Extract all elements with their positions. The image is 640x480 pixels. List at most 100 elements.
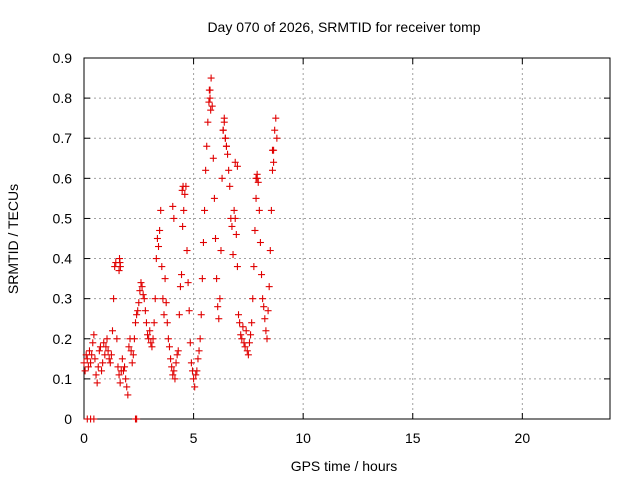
data-point [215, 315, 223, 323]
data-point [198, 275, 206, 283]
data-point [184, 279, 192, 287]
data-point [158, 263, 166, 271]
data-point [179, 182, 187, 190]
data-point [229, 251, 237, 259]
data-point [85, 347, 93, 355]
data-point [122, 375, 130, 383]
data-point [140, 295, 148, 303]
data-point [121, 363, 129, 371]
data-point [187, 359, 195, 367]
data-point [268, 146, 276, 154]
data-point [118, 355, 126, 363]
axis-ticks: 0 5 10 15 20 0 0.1 0.2 0.3 0.4 0.5 0.6 0.7 0.8 0.9 [53, 50, 610, 446]
data-point [123, 383, 131, 391]
data-point [138, 283, 146, 291]
data-point [247, 331, 255, 339]
data-point [100, 339, 108, 347]
data-point [150, 319, 158, 327]
data-point [95, 347, 103, 355]
grid-lines [84, 58, 610, 419]
data-point [237, 331, 245, 339]
data-point [99, 359, 107, 367]
data-point [231, 158, 239, 166]
data-point [80, 359, 88, 367]
data-point [204, 118, 212, 126]
data-point [208, 102, 216, 110]
y-tick-label: 0.1 [53, 371, 73, 387]
data-point [194, 355, 202, 363]
plot-frame [83, 57, 611, 420]
y-tick-label: 0.5 [53, 210, 73, 226]
data-point [256, 239, 264, 247]
data-point [84, 363, 92, 371]
data-point [113, 335, 121, 343]
data-point [201, 206, 209, 214]
data-point [209, 154, 217, 162]
x-axis-label: GPS time / hours [291, 458, 398, 474]
data-points [80, 74, 281, 423]
data-point [260, 303, 268, 311]
data-point [172, 359, 180, 367]
data-point [155, 243, 163, 251]
data-point [81, 367, 89, 375]
data-point [231, 214, 239, 222]
data-point [116, 263, 124, 271]
data-point [210, 194, 218, 202]
y-tick-label: 0.8 [53, 90, 73, 106]
data-point [258, 271, 266, 279]
data-point [191, 383, 199, 391]
data-point [157, 206, 165, 214]
data-point [206, 94, 214, 102]
data-point [103, 335, 111, 343]
data-point [125, 343, 133, 351]
data-point [179, 222, 187, 230]
data-point [213, 275, 221, 283]
data-point [163, 319, 171, 327]
data-point [239, 323, 247, 331]
data-point [159, 295, 167, 303]
data-point [88, 351, 96, 359]
data-point [169, 202, 177, 210]
data-point [119, 367, 127, 375]
data-point [141, 307, 149, 315]
data-point [254, 178, 262, 186]
data-point [199, 239, 207, 247]
data-point [176, 283, 184, 291]
data-point [205, 98, 213, 106]
data-point [193, 367, 201, 375]
data-point [252, 174, 260, 182]
data-point [235, 311, 243, 319]
y-tick-label: 0 [64, 411, 72, 427]
data-point [139, 291, 147, 299]
data-point [207, 106, 215, 114]
data-point [116, 379, 124, 387]
y-tick-label: 0.7 [53, 130, 73, 146]
data-point [197, 311, 205, 319]
x-tick-label: 5 [190, 430, 198, 446]
data-point [241, 343, 249, 351]
data-point [133, 415, 141, 423]
data-point [133, 311, 141, 319]
data-point [195, 347, 203, 355]
data-point [266, 247, 274, 255]
x-tick-label: 0 [80, 430, 88, 446]
data-point [132, 319, 140, 327]
data-point [245, 339, 253, 347]
data-point [203, 142, 211, 150]
data-point [180, 206, 188, 214]
data-point [152, 255, 160, 263]
data-point [115, 267, 123, 275]
data-point [104, 347, 112, 355]
data-point [233, 162, 241, 170]
data-point [165, 343, 173, 351]
data-point [101, 351, 109, 359]
data-point [238, 335, 246, 343]
data-point [217, 247, 225, 255]
data-point [222, 142, 230, 150]
data-point [142, 319, 150, 327]
data-point [148, 343, 156, 351]
data-point [205, 86, 213, 94]
data-point [243, 347, 251, 355]
data-point [261, 315, 269, 323]
